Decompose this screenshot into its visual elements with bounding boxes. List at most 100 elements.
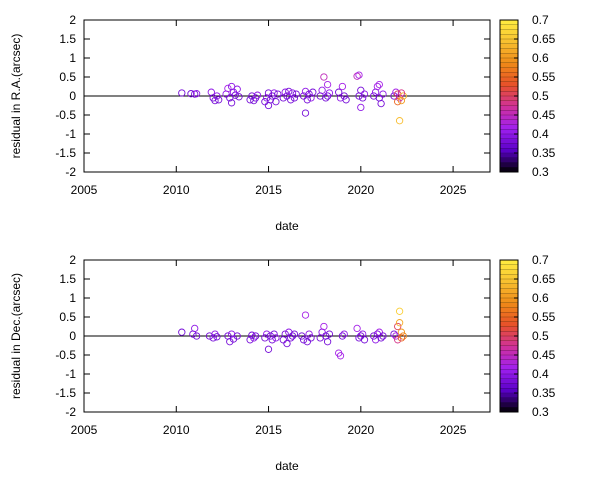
colorbar-band: [500, 298, 518, 304]
data-point: [251, 332, 260, 340]
colorbar-band: [500, 260, 518, 266]
data-point: [192, 90, 201, 98]
data-point: [301, 311, 310, 319]
colorbar-band: [500, 86, 518, 92]
x-tick-label: 2020: [347, 183, 374, 197]
data-point: [359, 94, 367, 102]
data-point: [338, 82, 347, 91]
colorbar-band: [500, 364, 518, 370]
data-point: [397, 334, 406, 342]
colorbar-tick-label: 0.7: [532, 253, 549, 267]
data-point: [253, 91, 262, 99]
colorbar-tick-label: 0.4: [532, 367, 549, 381]
data-point: [270, 89, 278, 97]
colorbar-band: [500, 321, 518, 327]
colorbar: 0.3 0.35 0.4 0.45 0.5 0.55 0.6 0.65 0.7: [499, 13, 556, 179]
data-point: [394, 322, 402, 331]
colorbar-tick-label: 0.65: [532, 32, 556, 46]
colorbar-band: [500, 72, 518, 78]
data-point: [213, 92, 221, 100]
colorbar-band: [500, 148, 518, 154]
x-tick-label: 2015: [255, 183, 282, 197]
colorbar-band: [500, 340, 518, 346]
data-point: [390, 330, 398, 338]
data-point: [287, 96, 295, 104]
colorbar-band: [500, 29, 518, 35]
data-point: [392, 88, 400, 96]
colorbar-band: [500, 274, 518, 280]
colorbar-band: [500, 20, 518, 26]
data-point: [320, 73, 328, 81]
data-point: [360, 90, 369, 98]
y-tick-label: -1.5: [55, 386, 76, 400]
data-point: [178, 89, 186, 97]
data-point: [325, 89, 334, 97]
x-tick-label: 2005: [71, 183, 98, 197]
data-point: [299, 336, 308, 344]
colorbar-band: [500, 374, 518, 380]
colorbar-band: [500, 62, 518, 68]
colorbar-band: [500, 53, 518, 59]
data-point: [288, 89, 297, 97]
y-tick-label: 1: [69, 291, 76, 305]
data-point: [248, 92, 256, 100]
colorbar-tick-label: 0.6: [532, 51, 549, 65]
y-tick-label: 0.5: [59, 70, 76, 84]
data-point: [285, 87, 293, 96]
data-point: [357, 86, 365, 94]
y-tick-label: -1: [65, 367, 76, 381]
colorbar-band: [500, 96, 518, 102]
colorbar-band: [500, 393, 518, 399]
colorbar-band: [500, 397, 518, 403]
x-tick-label: 2010: [163, 183, 190, 197]
y-tick-label: 0: [69, 329, 76, 343]
data-point: [375, 80, 383, 89]
colorbar-band: [500, 143, 518, 149]
data-point: [303, 338, 311, 346]
data-point: [353, 72, 361, 80]
colorbar-band: [500, 34, 518, 40]
y-tick-label: 0: [69, 89, 76, 103]
y-tick-label: -0.5: [55, 108, 76, 122]
data-point: [357, 103, 365, 112]
data-point: [394, 98, 402, 106]
plot-frame: [83, 259, 491, 413]
x-tick-label: 2020: [347, 423, 374, 437]
data-point: [187, 90, 195, 98]
y-tick-label: 2: [69, 13, 76, 27]
colorbar-band: [500, 283, 518, 289]
colorbar-tick-label: 0.45: [532, 108, 556, 122]
colorbar-tick-label: 0.6: [532, 291, 549, 305]
colorbar-band: [500, 302, 518, 308]
colorbar-band: [500, 138, 518, 144]
data-point: [357, 332, 365, 340]
data-point: [233, 332, 241, 340]
data-point: [379, 332, 387, 340]
colorbar-band: [500, 359, 518, 365]
colorbar: 0.3 0.35 0.4 0.45 0.5 0.55 0.6 0.65 0.7: [499, 253, 556, 419]
colorbar-band: [500, 100, 518, 106]
colorbar-tick-label: 0.35: [532, 386, 556, 400]
colorbar-band: [500, 402, 518, 408]
colorbar-band: [500, 105, 518, 111]
plot-frame: [83, 19, 491, 173]
data-point: [298, 332, 306, 340]
colorbar-band: [500, 317, 518, 323]
x-tick-label: 2005: [71, 423, 98, 437]
data-point: [283, 92, 291, 100]
data-point: [283, 339, 291, 348]
data-point: [323, 338, 332, 346]
data-point: [305, 90, 313, 98]
colorbar-tick-label: 0.55: [532, 310, 556, 324]
colorbar-band: [500, 369, 518, 375]
colorbar-band: [500, 153, 518, 159]
colorbar-band: [500, 336, 518, 342]
colorbar-band: [500, 383, 518, 389]
colorbar-band: [500, 124, 518, 130]
x-axis-title: date: [275, 459, 299, 473]
data-point: [191, 324, 199, 333]
colorbar-band: [500, 77, 518, 83]
colorbar-band: [500, 157, 518, 163]
data-point: [360, 336, 369, 344]
